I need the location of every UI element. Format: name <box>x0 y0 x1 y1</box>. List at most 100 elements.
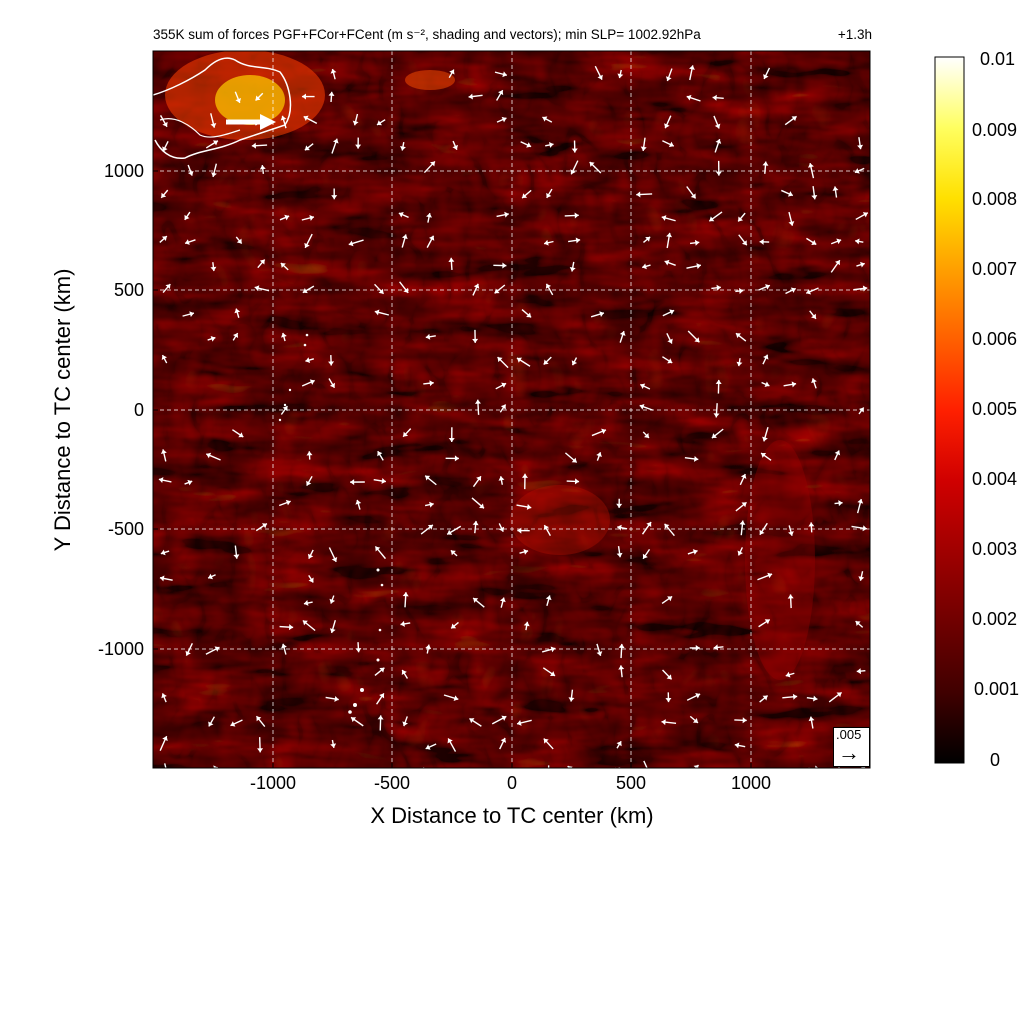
vector-arrow-head <box>355 144 362 149</box>
colorbar-label: 0.006 <box>972 329 1018 349</box>
vector-arrow-head <box>305 357 311 363</box>
vector-arrow-head <box>502 71 507 78</box>
vector-arrow-head <box>187 479 193 486</box>
vector-arrow-head <box>469 718 475 724</box>
vector-arrow-head <box>210 335 216 342</box>
vector-arrow-head <box>498 90 504 96</box>
vector-arrow-head <box>301 93 306 100</box>
vector-arrow-head <box>304 145 310 151</box>
vector-arrow-head <box>378 288 384 294</box>
vector-arrow-head <box>667 596 673 602</box>
vector-arrow-head <box>162 736 168 742</box>
vector-arrow-head <box>402 721 408 727</box>
vector-arrow-head <box>398 211 404 218</box>
vector-arrow-head <box>668 141 674 148</box>
vector-arrow-head <box>645 236 651 242</box>
vector-arrow-head <box>236 238 242 244</box>
ytick-label: 500 <box>114 280 144 300</box>
vector-arrow-head <box>498 526 505 532</box>
vector-arrow-head <box>261 523 267 529</box>
vector-arrow-head <box>571 148 578 153</box>
vector-arrow-head <box>302 620 308 626</box>
vector-arrow-head <box>187 170 194 176</box>
ytick-label: 0 <box>134 400 144 420</box>
vector-arrow-head <box>472 338 479 343</box>
vector-arrow-head <box>232 333 239 339</box>
vector-arrow-head <box>303 115 309 121</box>
vector-arrow-head <box>498 476 505 481</box>
vector-arrow-head <box>740 474 747 479</box>
colorbar-label: 0.009 <box>972 120 1018 140</box>
vector-arrow-head <box>736 361 743 367</box>
vector-arrow-head <box>742 717 747 724</box>
vector-arrow-head <box>210 123 217 128</box>
vector-arrow-head <box>331 195 338 200</box>
vector-arrow-head <box>400 145 406 151</box>
vector-arrow-head <box>619 331 626 336</box>
vector-arrow-head <box>669 309 675 315</box>
vector-arrow-head <box>596 452 602 458</box>
reference-vector-value: .005 <box>836 727 862 742</box>
vector-arrow-head <box>453 695 459 702</box>
vector-arrow-head <box>497 357 503 363</box>
colorbar-label: 0.003 <box>972 539 1018 559</box>
vector-arrow-head <box>472 520 479 526</box>
vector-field <box>158 65 869 768</box>
vector-arrow-head <box>567 766 573 768</box>
vector-arrow-head <box>429 161 435 167</box>
vector-arrow-head <box>521 473 528 478</box>
vector-arrow-head <box>425 475 431 481</box>
vector-arrow-head <box>571 457 577 463</box>
vector-arrow-head <box>500 737 507 743</box>
vector-arrow-head <box>259 259 265 265</box>
vector-arrow-head <box>601 428 606 435</box>
vector-arrow-head <box>448 257 455 262</box>
vector-arrow-head <box>285 499 291 506</box>
vector-arrow-head <box>811 378 817 384</box>
vector-arrow-head <box>642 263 647 270</box>
vector-arrow-head <box>162 121 168 127</box>
vector-arrow-head <box>543 359 549 365</box>
colorbar-label: 0.008 <box>972 189 1018 209</box>
vector-arrow-head <box>856 668 862 675</box>
vector-arrow-head <box>813 695 818 702</box>
vector-arrow-head <box>526 142 532 148</box>
vector-arrow-head <box>640 146 647 151</box>
vector-arrow-head <box>449 69 455 75</box>
vector-arrow-head <box>574 478 580 485</box>
vector-arrow-head <box>429 380 434 387</box>
vector-arrow-head <box>425 644 432 650</box>
colorbar-label: 0.001 <box>974 679 1020 699</box>
vector-arrow-head <box>161 192 167 198</box>
vector-arrow-head <box>569 266 576 272</box>
vector-arrow-head <box>788 531 794 536</box>
vector-arrow-head <box>791 381 797 388</box>
vector-arrow-head <box>667 358 673 364</box>
vector-arrow-head <box>666 674 672 680</box>
vector-arrow-head <box>251 142 257 149</box>
vector-arrow-head <box>288 624 294 631</box>
ytick-label: -500 <box>108 519 144 539</box>
vector-arrow-head <box>309 379 315 385</box>
ytick-label: -1000 <box>98 639 144 659</box>
vector-arrow-head <box>479 503 485 509</box>
vector-arrow-head <box>616 503 623 508</box>
vector-arrow-head <box>185 650 191 656</box>
reference-vector-arrow-icon: → <box>838 740 860 765</box>
vector-arrow-head <box>686 94 692 101</box>
vector-arrow-head <box>545 595 552 601</box>
vector-arrow-head <box>618 665 625 670</box>
vector-arrow-head <box>811 239 817 245</box>
vector-arrow-head <box>401 670 407 676</box>
vector-arrow-head <box>328 361 335 366</box>
vector-arrow-head <box>328 91 335 96</box>
vector-arrow-head <box>835 260 840 266</box>
vector-arrow-head <box>159 575 165 582</box>
vector-arrow-head <box>516 357 522 363</box>
vector-arrow-head <box>374 309 380 316</box>
vector-arrow-head <box>762 436 768 442</box>
vector-arrow-head <box>570 169 576 175</box>
vector-arrow-head <box>692 718 698 723</box>
vector-arrow-head <box>854 168 860 174</box>
